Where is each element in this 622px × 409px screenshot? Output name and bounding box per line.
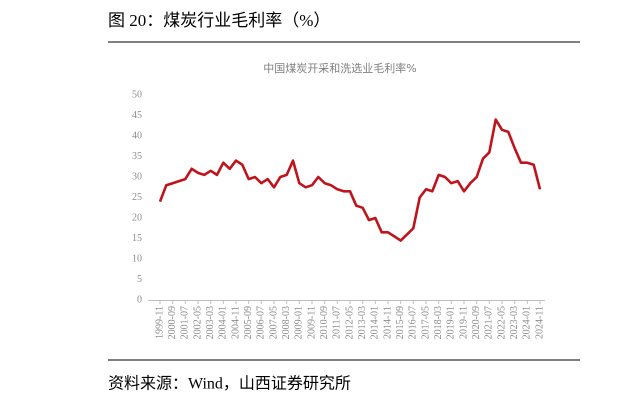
source-note: 资料来源：Wind，山西证券研究所 [108, 375, 351, 393]
x-tick-label: 2006-07 [256, 306, 267, 339]
x-tick-label: 2000-09 [167, 306, 178, 339]
y-tick-label: 30 [132, 171, 142, 182]
x-tick-label: 2009-11 [306, 306, 317, 339]
x-tick-label: 2019-11 [458, 306, 469, 339]
x-tick-label: 2016-07 [408, 306, 419, 339]
x-tick-label: 2002-05 [192, 306, 203, 339]
y-tick-label: 40 [132, 130, 142, 141]
x-tick-label: 2005-09 [243, 306, 254, 339]
x-tick-label: 2004-01 [218, 306, 229, 339]
x-tick-label: 2019-01 [446, 306, 457, 339]
x-tick-label: 2021-07 [484, 306, 495, 339]
x-tick-label: 2007-05 [268, 306, 279, 339]
data-line [158, 118, 542, 242]
y-tick-label: 5 [137, 274, 142, 285]
x-tick-label: 2001-07 [180, 306, 191, 339]
y-tick-label: 10 [132, 253, 142, 264]
y-tick-label: 50 [132, 89, 142, 100]
figure-header: 图 20：煤炭行业毛利率（%） [108, 11, 330, 30]
x-tick-label: 2009-01 [294, 306, 305, 339]
x-tick-label: 2003-03 [205, 306, 216, 339]
x-tick-label: 2012-05 [344, 306, 355, 339]
x-tick-label: 2015-09 [395, 306, 406, 339]
x-tick-label: 2017-05 [420, 306, 431, 339]
x-tick-label: 2014-01 [370, 306, 381, 339]
x-tick-label: 2008-03 [281, 306, 292, 339]
x-tick-label: 2011-07 [332, 306, 343, 339]
x-tick-label: 2023-03 [509, 306, 520, 339]
x-tick-label: 2018-03 [433, 306, 444, 339]
x-tick-label: 2022-05 [496, 306, 507, 339]
y-tick-label: 25 [132, 192, 142, 203]
x-tick-label: 2014-11 [382, 306, 393, 339]
x-tick-label: 2010-09 [319, 306, 330, 339]
x-tick-label: 2024-01 [522, 306, 533, 339]
x-tick-label: 2024-11 [534, 306, 545, 339]
x-tick-label: 2013-03 [357, 306, 368, 339]
y-tick-label: 20 [132, 212, 142, 223]
y-tick-label: 15 [132, 233, 142, 244]
x-tick-label: 2004-11 [230, 306, 241, 339]
y-tick-label: 0 [137, 294, 142, 305]
x-tick-label: 2020-09 [471, 306, 482, 339]
x-tick-label: 1999-11 [154, 306, 165, 339]
y-tick-label: 35 [132, 151, 142, 162]
y-tick-label: 45 [132, 110, 142, 121]
chart-title: 中国煤炭开采和洗选业毛利率% [263, 61, 416, 75]
